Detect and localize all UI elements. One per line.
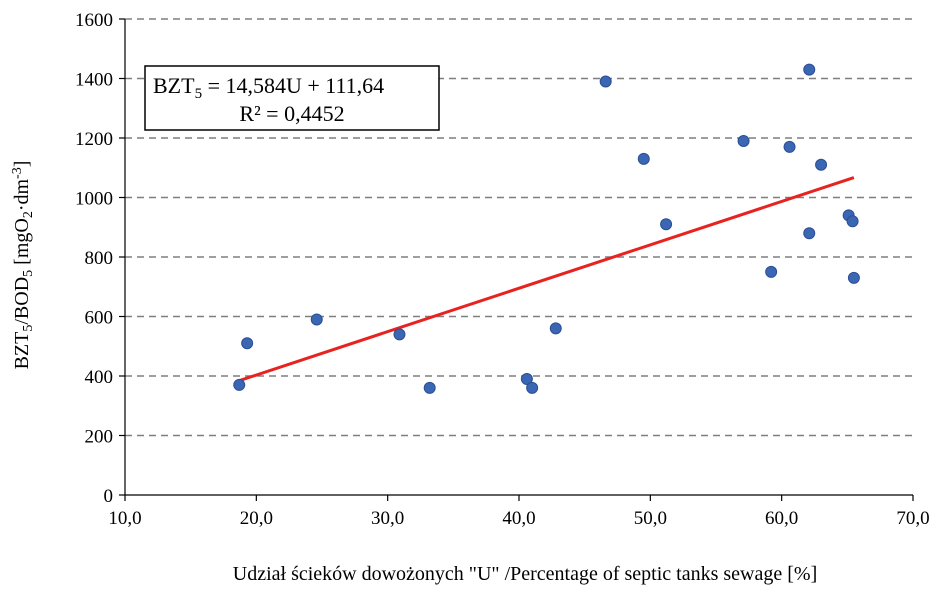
data-point <box>637 152 650 165</box>
tick-labels: 0 200 400 600 800 1000 1200 1400 1600 10,0 20,0 30,… <box>75 10 930 529</box>
data-point <box>765 265 778 278</box>
equation-line: BZT5 = 14,584U + 111,64 <box>153 73 384 102</box>
y-title-part: ·dm <box>11 178 33 211</box>
equation-subscript: 5 <box>195 86 203 102</box>
data-point <box>599 75 612 88</box>
x-tick-label: 30,0 <box>371 508 404 529</box>
data-point <box>846 215 859 228</box>
data-point <box>815 158 828 171</box>
x-tick-label: 10,0 <box>108 508 141 529</box>
axes <box>119 18 914 501</box>
y-title-sub: 2 <box>21 211 36 218</box>
x-tick-label: 40,0 <box>502 508 535 529</box>
y-tick-label: 400 <box>85 367 114 388</box>
y-tick-label: 1000 <box>75 189 113 210</box>
x-tick-label: 70,0 <box>896 508 929 529</box>
data-point <box>233 378 246 391</box>
data-point <box>393 328 406 341</box>
equation-part: BZT <box>153 73 195 98</box>
data-point <box>526 381 539 394</box>
y-title-part: /BOD <box>11 277 33 325</box>
y-title-part: BZT <box>11 332 33 370</box>
r-squared-label: R² = 0,4452 <box>239 101 344 126</box>
trendline <box>238 176 855 383</box>
y-title-part: [mgO <box>11 218 33 270</box>
y-axis-title: BZT5/BOD5 [mgO2·dm-3] <box>10 161 36 370</box>
y-tick-label: 600 <box>85 308 114 329</box>
trendline-layer <box>238 176 855 383</box>
data-point <box>310 313 323 326</box>
data-point <box>783 140 796 153</box>
data-point <box>737 134 750 147</box>
equation-rest: = 14,584U + 111,64 <box>202 73 384 98</box>
y-tick-label: 1600 <box>75 10 113 31</box>
data-points <box>233 63 860 394</box>
data-point <box>803 227 816 240</box>
y-title-sup: -3 <box>10 167 25 179</box>
data-point <box>423 381 436 394</box>
y-tick-label: 1200 <box>75 129 113 150</box>
y-title-part: ] <box>11 161 33 168</box>
y-tick-label: 0 <box>104 486 114 507</box>
data-point <box>520 372 533 385</box>
equation-box <box>144 65 440 131</box>
data-point <box>847 271 860 284</box>
x-tick-label: 20,0 <box>240 508 273 529</box>
y-tick-label: 1400 <box>75 70 113 91</box>
x-tick-label: 60,0 <box>765 508 798 529</box>
data-point <box>803 63 816 76</box>
data-point <box>549 322 562 335</box>
y-title-sub: 5 <box>21 325 36 332</box>
y-tick-label: 200 <box>85 427 114 448</box>
data-point <box>241 337 254 350</box>
data-point <box>660 218 673 231</box>
x-axis-title: Udział ścieków dowożonych "U" /Percentag… <box>233 563 817 585</box>
y-title-sub: 5 <box>21 270 36 277</box>
y-tick-label: 800 <box>85 248 114 269</box>
x-tick-label: 50,0 <box>634 508 667 529</box>
